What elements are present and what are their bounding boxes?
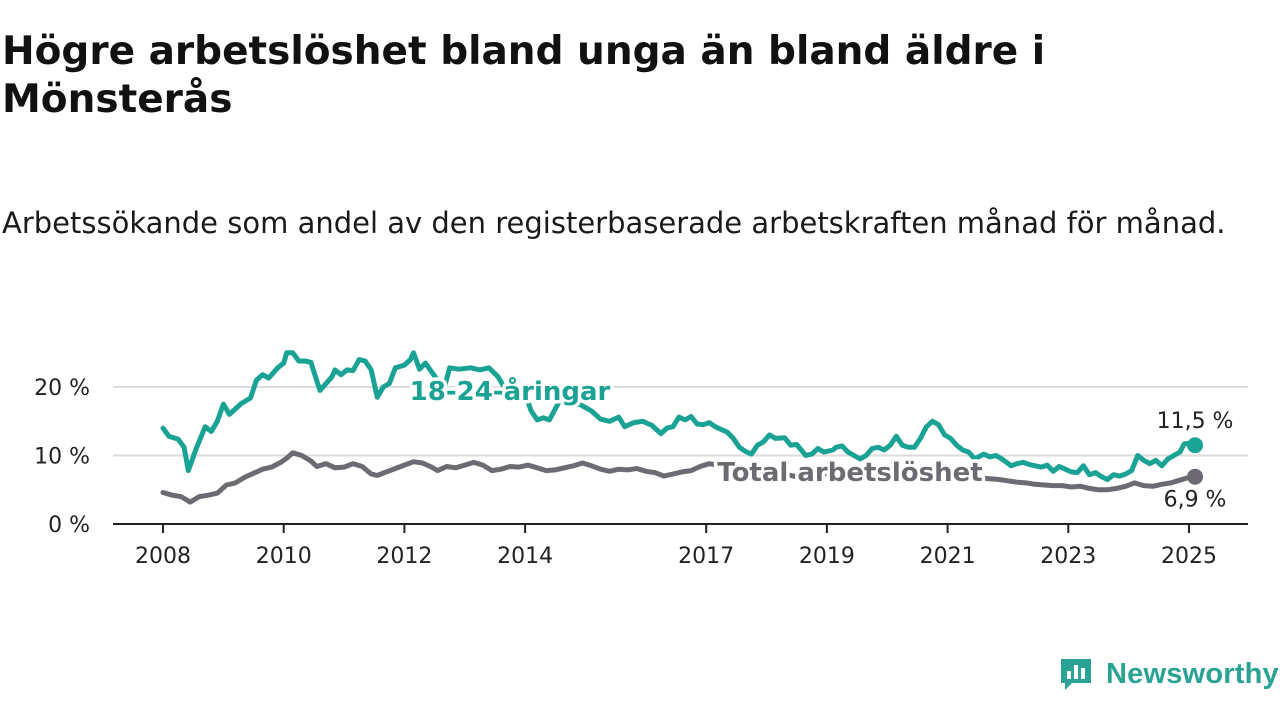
x-tick-label: 2008 (135, 544, 191, 569)
logo-text: Newsworthy (1106, 657, 1279, 690)
y-tick-label: 20 % (34, 376, 90, 401)
y-tick-label: 10 % (34, 445, 90, 470)
youth-end-value-label: 11,5 % (1157, 409, 1234, 434)
chart-subtitle: Arbetssökande som andel av den registerb… (2, 206, 1226, 240)
youth-series-line (160, 350, 1198, 482)
x-axis: 2008 2010 2012 2014 2017 2019 2021 2023 2025 (113, 523, 1248, 569)
grid-lines (113, 386, 1248, 457)
total-series-label: Total arbetslöshet (717, 458, 982, 488)
chart-title: Högre arbetslöshet bland unga än bland ä… (2, 29, 1046, 122)
newsworthy-logo-icon (1061, 659, 1091, 690)
x-tick-label: 2025 (1161, 544, 1217, 569)
y-tick-label: 0 % (48, 513, 90, 538)
x-tick-label: 2017 (678, 544, 734, 569)
youth-series-label: 18-24-åringar (410, 375, 611, 407)
x-tick-label: 2014 (497, 544, 553, 569)
series-lines (160, 350, 1204, 505)
y-axis-tick-labels: 0 % 10 % 20 % (34, 376, 90, 538)
x-tick-label: 2021 (920, 544, 976, 569)
total-end-value-label: 6,9 % (1164, 488, 1227, 513)
x-tick-label: 2019 (799, 544, 855, 569)
newsworthy-logo: Newsworthy (1058, 654, 1279, 694)
total-series-line (160, 450, 1198, 505)
x-tick-label: 2023 (1040, 544, 1096, 569)
series-labels: 18-24-åringar Total arbetslöshet 11,5 % 6,9… (406, 372, 1237, 517)
x-tick-label: 2012 (376, 544, 432, 569)
x-tick-label: 2010 (256, 544, 312, 569)
youth-end-point (1187, 437, 1204, 454)
total-end-point (1187, 468, 1204, 485)
